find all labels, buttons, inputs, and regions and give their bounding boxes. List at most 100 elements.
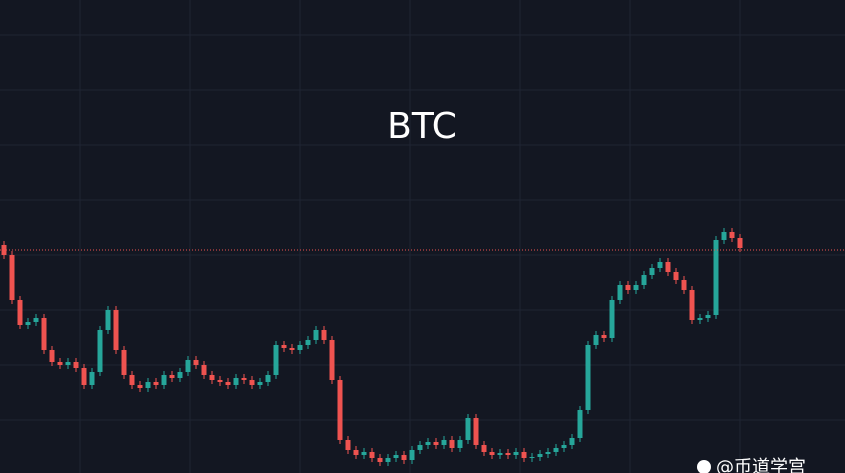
candle-body [737,238,743,248]
candle-body [65,362,71,365]
candle-body [577,410,583,438]
candle-body [81,368,87,385]
candle-body [345,440,351,450]
candle-body [289,348,295,350]
chart-title: BTC [387,106,457,147]
candle-body [353,450,359,455]
candle-body [625,285,631,290]
candle-body [441,440,447,445]
candle-body [265,375,271,382]
candle-body [729,232,735,238]
candle-body [545,452,551,454]
watermark: @币道学宫 [716,457,806,473]
candle-body [145,382,151,388]
candle-body [665,262,671,272]
candle-body [305,340,311,345]
candle-body [673,272,679,280]
candle-body [505,453,511,455]
candle-body [633,285,639,290]
candle-body [529,457,535,458]
candle-body [465,418,471,440]
candle-body [297,345,303,350]
candle-body [497,453,503,455]
candle-body [329,340,335,380]
candle-body [433,442,439,445]
candle-body [169,375,175,378]
candle-body [489,452,495,455]
candle-body [161,375,167,385]
candle-body [177,372,183,378]
candle-body [153,382,159,385]
candle-body [73,362,79,368]
candle-body [689,290,695,320]
candle-body [137,385,143,388]
candle-body [409,450,415,460]
candle-body [89,372,95,385]
candle-body [281,345,287,348]
candle-body [105,310,111,330]
candle-body [521,452,527,458]
candle-body [513,452,519,455]
candle-body [233,378,239,385]
candle-body [313,330,319,340]
candle-body [321,330,327,340]
candle-body [361,452,367,455]
candle-body [705,315,711,318]
candle-body [561,445,567,448]
candle-body [417,445,423,450]
candle-body [401,455,407,460]
candle-body [393,455,399,458]
candle-body [585,345,591,410]
candle-body [337,380,343,440]
candle-body [97,330,103,372]
candle-body [49,350,55,362]
candle-body [713,240,719,315]
candle-body [225,382,231,385]
candle-body [113,310,119,350]
candle-body [457,440,463,448]
candle-body [185,360,191,372]
candles [0,228,845,466]
candle-body [369,452,375,458]
candle-body [17,300,23,325]
candle-body [193,360,199,365]
candle-body [241,378,247,380]
candle-body [481,445,487,452]
candle-body [25,322,31,325]
candle-body [425,442,431,445]
candle-body [449,440,455,448]
candle-body [377,458,383,462]
candle-body [617,285,623,300]
candle-body [249,380,255,385]
candle-body [33,318,39,322]
candle-body [121,350,127,375]
candle-body [681,280,687,290]
candle-body [697,318,703,320]
candle-body [9,255,15,300]
candle-body [649,268,655,275]
candle-body [641,275,647,285]
candle-body [273,345,279,375]
candle-body [41,318,47,350]
candle-body [609,300,615,338]
candle-body [129,375,135,385]
candle-body [657,262,663,268]
candle-body [473,418,479,445]
candle-body [593,335,599,345]
candle-body [601,335,607,338]
candle-body [721,232,727,240]
candle-body [209,375,215,380]
watermark-icon [697,460,711,473]
candle-body [385,458,391,462]
candle-body [537,454,543,457]
candle-body [57,362,63,365]
candle-body [217,380,223,382]
candle-body [553,448,559,452]
candle-body [257,382,263,385]
candle-body [201,365,207,375]
candle-body [569,438,575,445]
